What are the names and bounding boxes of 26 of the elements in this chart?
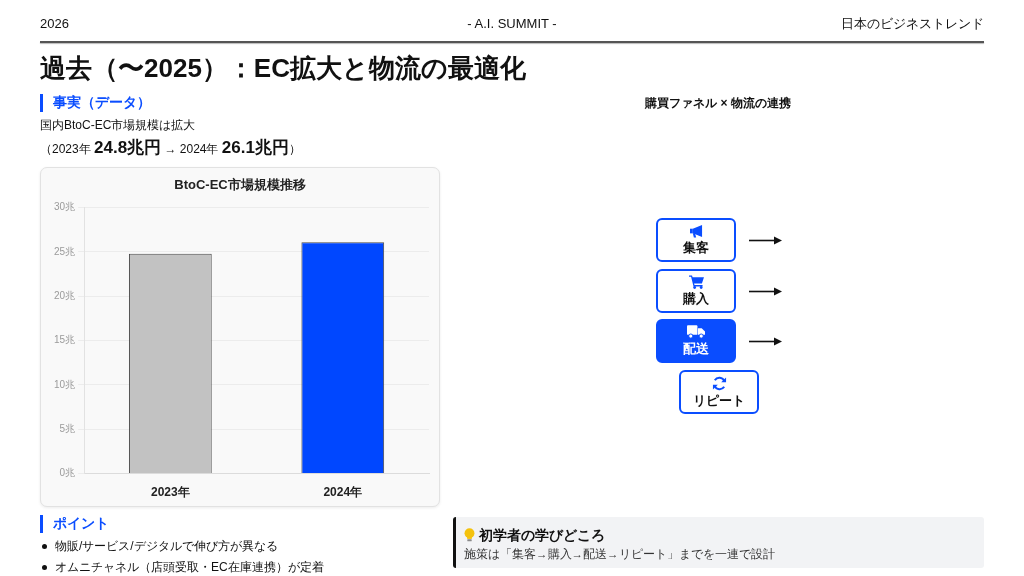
text: 物販/サービス/デジタルで伸び方が異なる <box>55 538 278 554</box>
y-tick-label: 25兆 <box>54 245 76 257</box>
text: オムニチャネル（店頭受取・EC在庫連携）が定着 <box>55 559 324 575</box>
text: 購買ファネル × 物流の連携 <box>645 96 791 110</box>
y-tick-label: 20兆 <box>54 290 76 302</box>
text: （2023年 24.8兆円 → 2024年 26.1兆円） <box>40 138 301 157</box>
y-tick-label: 5兆 <box>59 423 76 435</box>
step-box: 集客 <box>656 218 736 262</box>
text: 2026 <box>40 16 69 31</box>
x-tick-label: 2024年 <box>323 485 363 500</box>
step-box: リピート <box>679 370 759 414</box>
y-tick-label: 30兆 <box>54 201 76 213</box>
chart-title: BtoC-EC市場規模推移 <box>174 177 306 193</box>
text: ポイント <box>53 516 109 531</box>
text: 事実（データ） <box>53 95 151 110</box>
y-tick-label: 15兆 <box>54 334 76 346</box>
text: - A.I. SUMMIT - <box>467 16 557 31</box>
x-tick-label: 2023年 <box>150 485 190 500</box>
text: 国内BtoC-EC市場規模は拡大 <box>40 118 196 132</box>
text: 日本のビジネストレンド <box>841 16 984 31</box>
y-tick-label: 0兆 <box>59 467 76 479</box>
step-box: 配送 <box>656 319 736 363</box>
step-box: 購入 <box>656 269 736 313</box>
y-tick-label: 10兆 <box>54 378 76 390</box>
text: 過去（〜2025）：EC拡大と物流の最適化 <box>40 53 526 83</box>
note-box: 初学者の学びどころ 施策は「集客→購入→配送→リピート」までを一連で設計 <box>453 517 984 568</box>
